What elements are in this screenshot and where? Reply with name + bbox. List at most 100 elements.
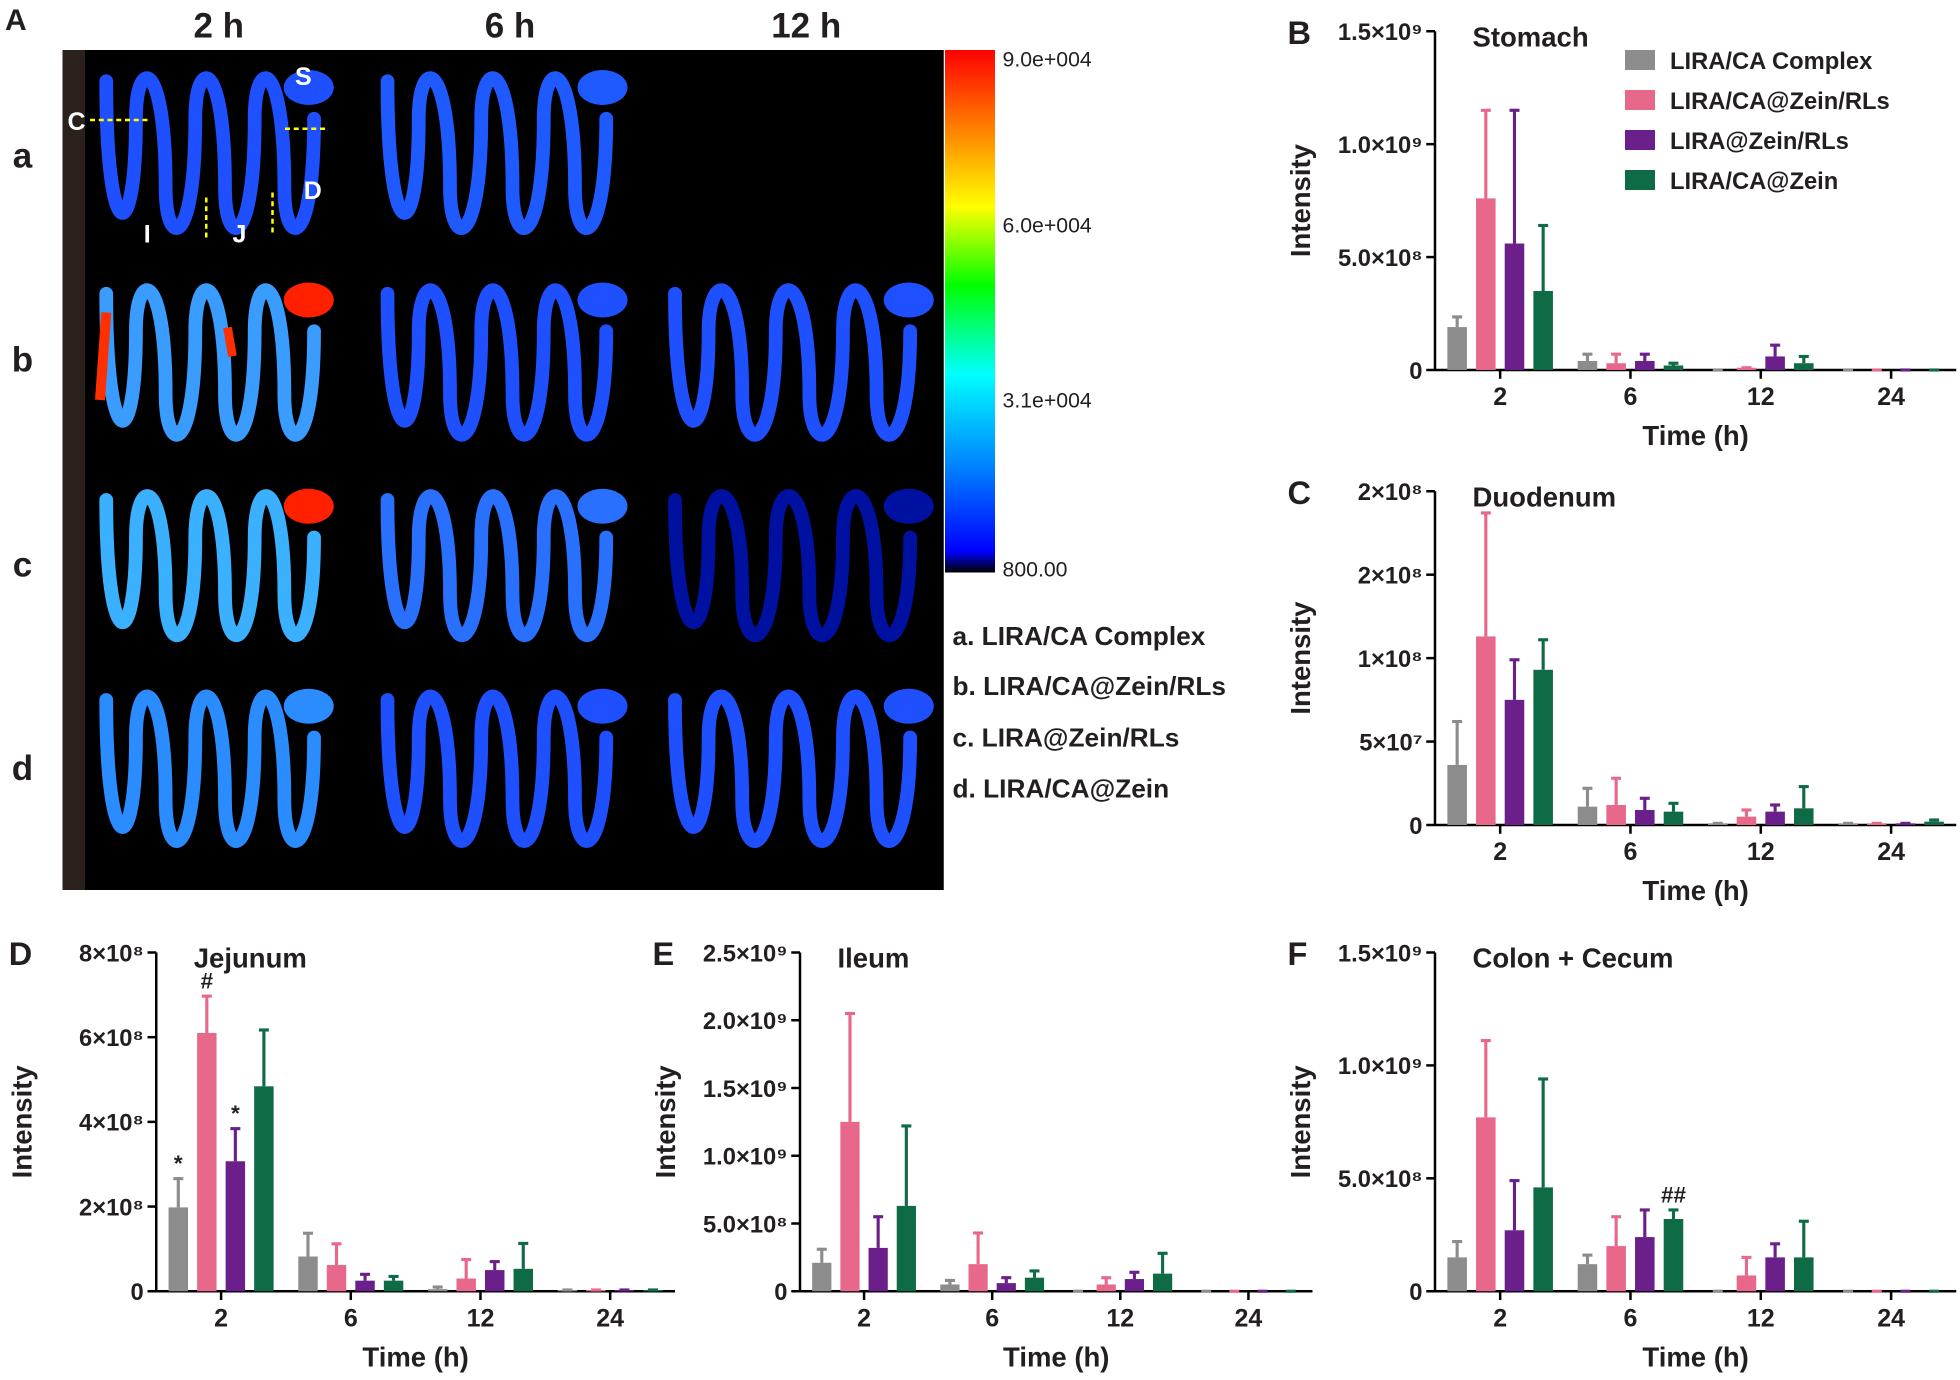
- chart-title: Duodenum: [1473, 481, 1617, 512]
- error-bar: [489, 1260, 500, 1271]
- bar: [1504, 243, 1525, 370]
- error-bar: [1452, 315, 1463, 328]
- tissue-stomach: [883, 282, 934, 318]
- y-axis-label: Intensity: [650, 1065, 681, 1179]
- bar: [1024, 1277, 1045, 1292]
- error-bar: [1798, 354, 1809, 364]
- error-bar: [1668, 801, 1679, 812]
- bar: [1794, 1257, 1814, 1292]
- cut-lines: [90, 118, 328, 240]
- tissue: [380, 689, 614, 848]
- y-tick-label: 4×10⁸: [79, 1110, 144, 1137]
- region-label: D: [304, 177, 322, 205]
- bar: [1476, 636, 1496, 825]
- legend-text: b. LIRA/CA@Zein/RLs: [953, 671, 1227, 701]
- significance-mark: ##: [1661, 1182, 1687, 1207]
- y-axis-label: Intensity: [1285, 1065, 1316, 1179]
- error-bar: [1001, 1276, 1012, 1284]
- bar: [996, 1283, 1016, 1292]
- bar: [1765, 811, 1785, 825]
- x-axis-label: Time (h): [1642, 420, 1748, 451]
- y-tick-label: 0: [774, 1279, 787, 1306]
- error-bar: [1538, 638, 1549, 670]
- y-axis-label: Intensity: [6, 1065, 37, 1179]
- error-bar: [230, 1127, 241, 1162]
- y-tick-label: 0: [1409, 358, 1422, 385]
- bar: [513, 1268, 533, 1292]
- legend-swatch: [1625, 90, 1655, 110]
- bar: [1447, 327, 1467, 370]
- chart-title: Jejunum: [194, 943, 307, 974]
- tissue-stomach: [283, 282, 334, 318]
- bar: [1504, 1230, 1525, 1292]
- bar: [968, 1264, 988, 1292]
- x-tick-label: 2: [1493, 1304, 1507, 1332]
- error-bar: [1480, 108, 1491, 199]
- error-bar: [844, 1011, 855, 1122]
- bar: [1447, 1257, 1467, 1292]
- x-tick-label: 2: [214, 1304, 228, 1332]
- tissue-hotspot: [95, 312, 112, 401]
- tissue-hotspot: [223, 326, 237, 357]
- x-tick-label: 2: [1493, 838, 1507, 866]
- colorbar-label: 3.1e+004: [1003, 389, 1092, 413]
- colorbar-label: 800.00: [1003, 557, 1068, 581]
- x-tick-label: 6: [344, 1304, 358, 1332]
- bar: [1577, 1264, 1598, 1292]
- y-tick-label: 5.0×10⁸: [1338, 245, 1423, 272]
- error-bar: [1452, 719, 1463, 765]
- column-label: 2 h: [193, 7, 244, 46]
- bar: [1606, 1246, 1626, 1292]
- error-bar: [1509, 1179, 1520, 1231]
- bar: [168, 1207, 189, 1292]
- bar: [298, 1256, 318, 1292]
- bar: [1124, 1279, 1145, 1292]
- bar: [1533, 290, 1553, 370]
- bar: [254, 1086, 274, 1292]
- y-tick-label: 2×10⁸: [1358, 562, 1423, 589]
- error-bar: [1509, 658, 1520, 700]
- error-bar: [1611, 776, 1622, 805]
- error-bar: [1480, 511, 1491, 637]
- error-bar: [1798, 785, 1809, 809]
- row-label: b: [12, 340, 33, 379]
- y-tick-label: 8×10⁸: [79, 940, 144, 967]
- panel-label: D: [9, 936, 32, 972]
- panel-label: E: [653, 936, 675, 972]
- bar: [1663, 365, 1684, 370]
- error-bar: [1741, 1255, 1752, 1276]
- error-bar: [1509, 108, 1520, 244]
- legend-swatch: [1625, 170, 1655, 190]
- legend-label: LIRA@Zein/RLs: [1670, 128, 1849, 155]
- bar: [1476, 1117, 1496, 1292]
- x-tick-label: 24: [1877, 838, 1905, 866]
- bar: [355, 1280, 375, 1292]
- image-edge: [62, 50, 85, 890]
- row-label: d: [12, 749, 33, 788]
- y-axis-label: Intensity: [1285, 601, 1316, 715]
- chart-title: Ileum: [838, 943, 910, 974]
- tissue: [99, 689, 321, 848]
- region-label: C: [68, 108, 86, 136]
- bar: [1663, 1218, 1684, 1292]
- error-bar: [432, 1285, 443, 1290]
- y-tick-label: 1.0×10⁹: [703, 1144, 788, 1171]
- error-bar: [1668, 1208, 1679, 1219]
- x-tick-label: 24: [1877, 1304, 1905, 1332]
- error-bar: [1582, 1253, 1593, 1265]
- tissue-stomach: [883, 488, 934, 524]
- significance-mark: *: [174, 1151, 183, 1176]
- bar: [1606, 363, 1626, 370]
- error-bar: [1639, 1208, 1650, 1238]
- bar: [1447, 764, 1467, 825]
- bar: [1577, 806, 1598, 825]
- error-bar: [331, 1242, 342, 1265]
- error-bar: [1101, 1276, 1112, 1285]
- y-tick-label: 0: [131, 1279, 144, 1306]
- row-label: c: [13, 545, 32, 584]
- error-bar: [173, 1177, 184, 1208]
- legend-text: c. LIRA@Zein/RLs: [953, 722, 1180, 752]
- x-tick-label: 12: [1106, 1304, 1134, 1332]
- bar: [1736, 1275, 1757, 1292]
